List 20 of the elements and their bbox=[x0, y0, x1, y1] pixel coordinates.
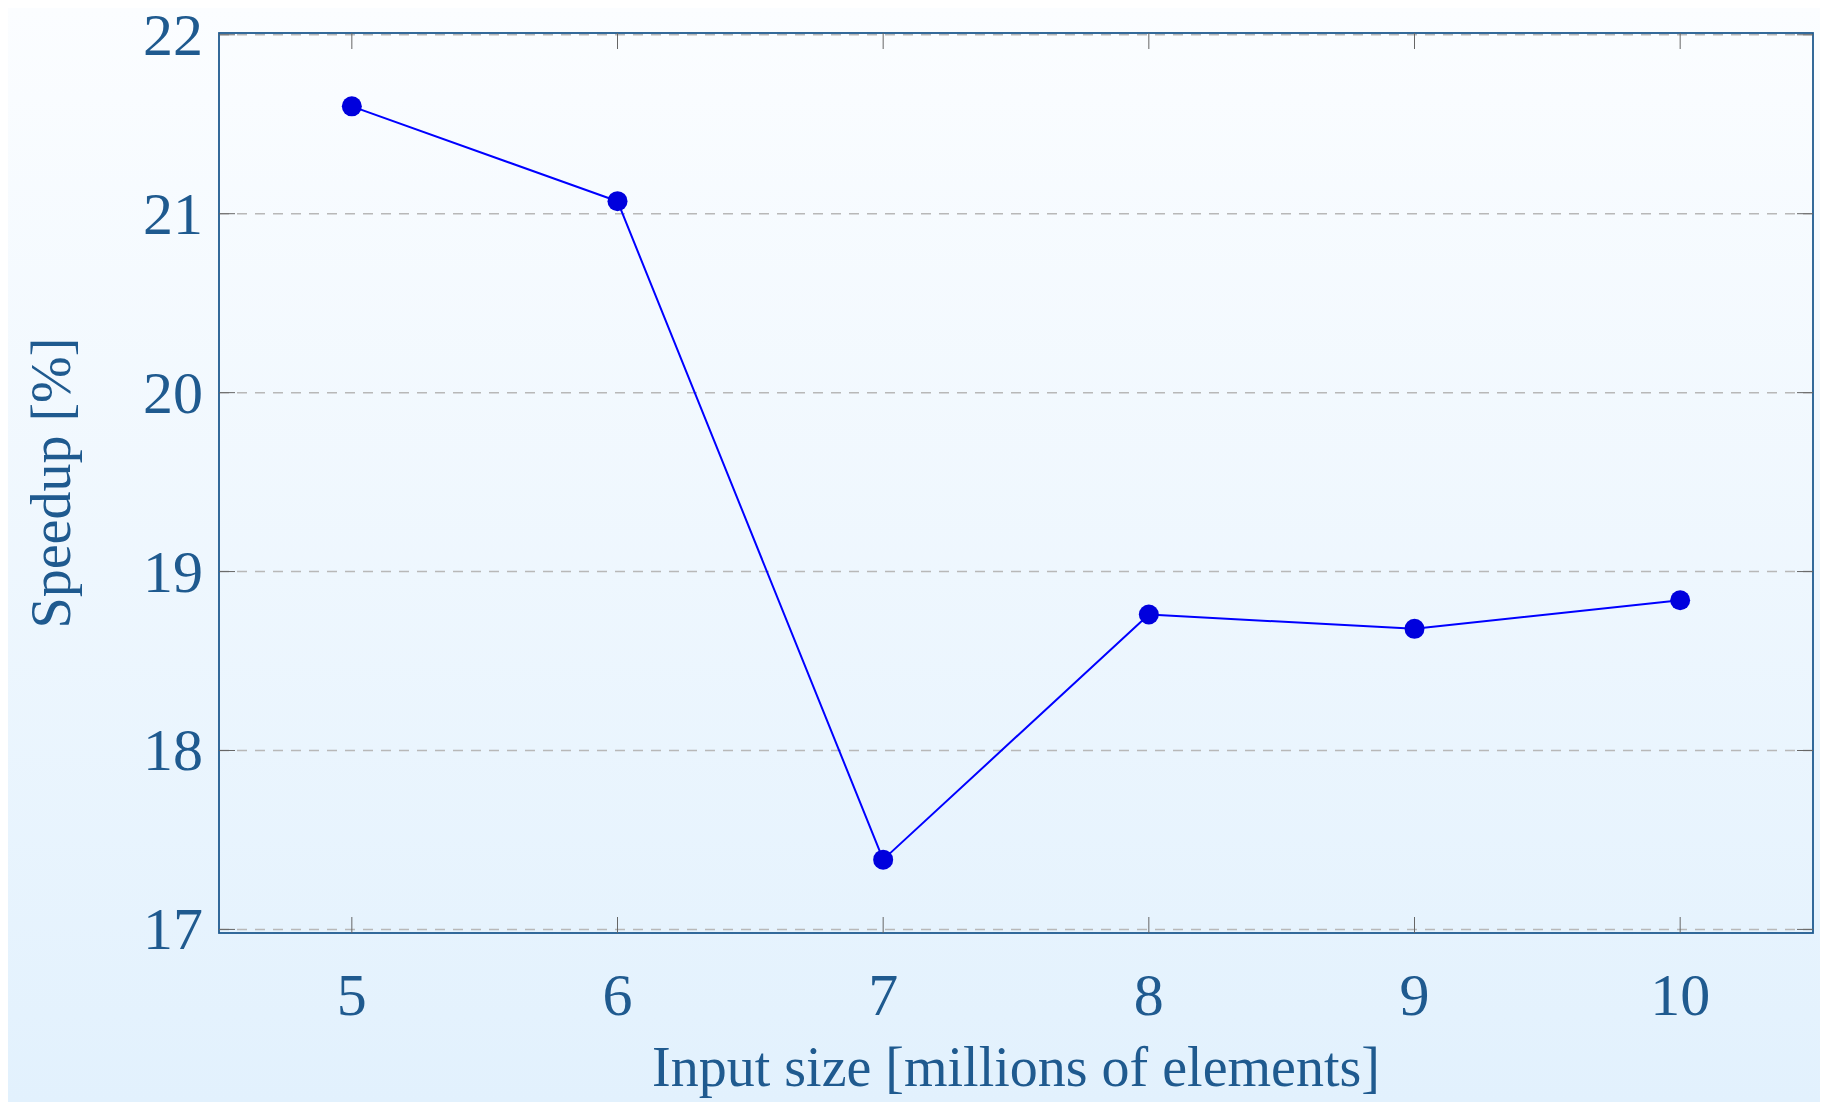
x-tick-label: 9 bbox=[1399, 962, 1430, 1028]
point bbox=[873, 849, 894, 870]
x-tick-label: 10 bbox=[1650, 962, 1711, 1028]
x-axis-title: Input size [millions of elements] bbox=[652, 1036, 1380, 1098]
y-tick-label: 21 bbox=[143, 180, 203, 247]
point bbox=[1670, 590, 1691, 611]
y-tick-label: 19 bbox=[143, 538, 203, 605]
point bbox=[607, 191, 628, 212]
y-tick-label: 18 bbox=[143, 717, 203, 784]
point bbox=[341, 96, 362, 117]
x-tick-label: 5 bbox=[336, 962, 367, 1028]
x-tick-label: 6 bbox=[602, 962, 633, 1028]
x-tick-label: 7 bbox=[868, 962, 899, 1028]
x-tick-label: 8 bbox=[1133, 962, 1164, 1028]
point bbox=[1404, 618, 1425, 639]
y-tick-label: 20 bbox=[143, 359, 203, 426]
y-axis-title: Speedup [%] bbox=[20, 337, 82, 629]
y-tick-label: 22 bbox=[143, 1, 203, 68]
y-tick-label: 17 bbox=[143, 896, 203, 963]
point bbox=[1138, 604, 1159, 625]
